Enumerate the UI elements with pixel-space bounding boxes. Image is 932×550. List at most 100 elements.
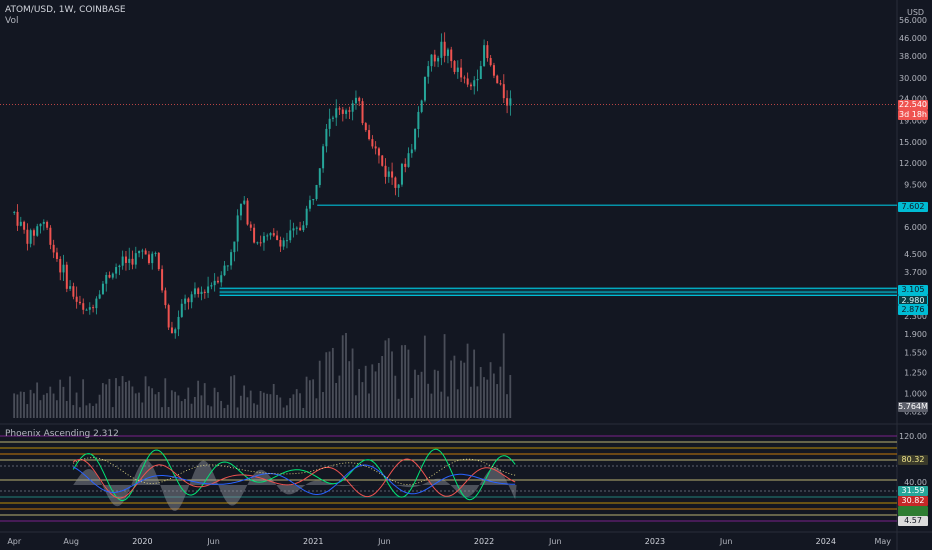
time-label-11: May [874, 537, 891, 546]
candle-body-77 [266, 235, 269, 237]
volume-bar-144 [486, 379, 489, 418]
volume-bar-84 [289, 398, 292, 418]
candle-body-146 [492, 65, 495, 76]
volume-bar-36 [131, 386, 134, 418]
volume-bar-133 [450, 360, 453, 418]
volume-bar-109 [371, 364, 374, 418]
volume-bar-127 [430, 393, 433, 418]
candle-body-139 [469, 84, 472, 87]
volume-bar-149 [502, 333, 505, 418]
volume-bar-129 [437, 370, 439, 418]
volume-bar-88 [302, 407, 305, 418]
candle-body-44 [157, 252, 160, 270]
candle-body-135 [456, 67, 459, 72]
volume-bar-124 [420, 371, 423, 418]
volume-bar-117 [397, 398, 400, 418]
volume-bar-38 [138, 392, 140, 418]
candle-body-14 [59, 258, 62, 273]
volume-bar-74 [256, 404, 259, 418]
candle-body-10 [46, 221, 49, 228]
price-tick-4: 30.000 [899, 74, 927, 83]
candle-body-102 [348, 110, 351, 112]
volume-bar-17 [69, 376, 71, 418]
candle-body-86 [295, 227, 298, 229]
candle-body-36 [131, 258, 134, 265]
volume-bar-86 [295, 389, 298, 418]
candle-body-4 [26, 229, 29, 244]
candle-body-121 [410, 149, 413, 154]
candle-body-13 [55, 252, 58, 259]
currency-label: USD [907, 8, 925, 17]
volume-bar-19 [75, 392, 78, 418]
candle-body-46 [164, 290, 167, 306]
candle-body-98 [335, 108, 338, 118]
volume-bar-31 [115, 378, 117, 418]
volume-bar-46 [164, 378, 167, 418]
candle-body-56 [197, 288, 200, 295]
candle-body-131 [443, 41, 446, 56]
volume-bar-118 [400, 345, 403, 418]
volume-bar-44 [157, 392, 160, 418]
volume-bar-4 [26, 404, 29, 418]
volume-bar-108 [368, 393, 370, 418]
candle-body-60 [210, 285, 213, 287]
candle-body-2 [19, 221, 22, 226]
candle-body-79 [272, 233, 275, 236]
candle-body-89 [305, 208, 308, 226]
candle-body-47 [167, 305, 170, 328]
candle-body-91 [312, 199, 315, 201]
candle-body-149 [502, 84, 505, 99]
volume-bar-57 [200, 395, 203, 418]
candle-body-39 [141, 250, 144, 252]
candle-body-31 [115, 267, 118, 274]
candle-body-113 [384, 165, 387, 177]
time-label-0: Apr [7, 537, 22, 546]
volume-bar-6 [32, 393, 35, 418]
volume-bar-125 [423, 335, 426, 418]
time-label-5: Jun [377, 537, 391, 546]
candle-body-26 [98, 294, 101, 299]
volume-bar-7 [36, 382, 39, 418]
volume-bar-132 [446, 396, 449, 418]
candle-body-99 [338, 108, 341, 110]
candle-body-133 [450, 49, 453, 62]
volume-bar-26 [98, 394, 101, 418]
volume-bar-123 [417, 374, 420, 418]
volume-tag: 5.764M [898, 402, 928, 412]
candle-body-20 [78, 301, 81, 304]
volume-bar-71 [246, 397, 249, 418]
level-tag-3: 2.980 [898, 295, 928, 305]
level-tag-4: 2.876 [898, 305, 928, 315]
volume-bar-28 [105, 384, 108, 418]
volume-bar-32 [118, 386, 121, 418]
volume-bar-45 [161, 407, 163, 418]
candle-body-38 [138, 250, 141, 254]
candle-body-73 [253, 227, 256, 243]
time-label-4: 2021 [303, 537, 323, 546]
volume-bar-82 [282, 407, 285, 418]
volume-bar-138 [466, 343, 469, 418]
level-tag-1: 7.602 [898, 202, 928, 212]
candle-body-140 [473, 80, 476, 87]
volume-bar-89 [305, 376, 308, 418]
volume-bar-75 [259, 390, 262, 418]
candle-body-59 [207, 286, 210, 293]
volume-bar-104 [354, 395, 357, 418]
oscillator-area [73, 460, 517, 511]
volume-bar-14 [59, 379, 62, 418]
volume-bar-62 [216, 392, 219, 418]
candle-body-27 [101, 283, 104, 295]
candle-body-51 [180, 303, 183, 317]
volume-bar-56 [197, 380, 200, 418]
candle-body-0 [13, 211, 16, 213]
candle-body-94 [322, 146, 325, 169]
candle-body-58 [203, 291, 206, 293]
volume-bar-24 [92, 405, 94, 418]
volume-bar-91 [312, 379, 315, 418]
volume-bar-53 [187, 387, 190, 418]
volume-bar-147 [496, 384, 499, 418]
volume-bar-116 [394, 375, 397, 418]
volume-bar-22 [85, 405, 88, 418]
volume-bar-51 [180, 401, 183, 418]
